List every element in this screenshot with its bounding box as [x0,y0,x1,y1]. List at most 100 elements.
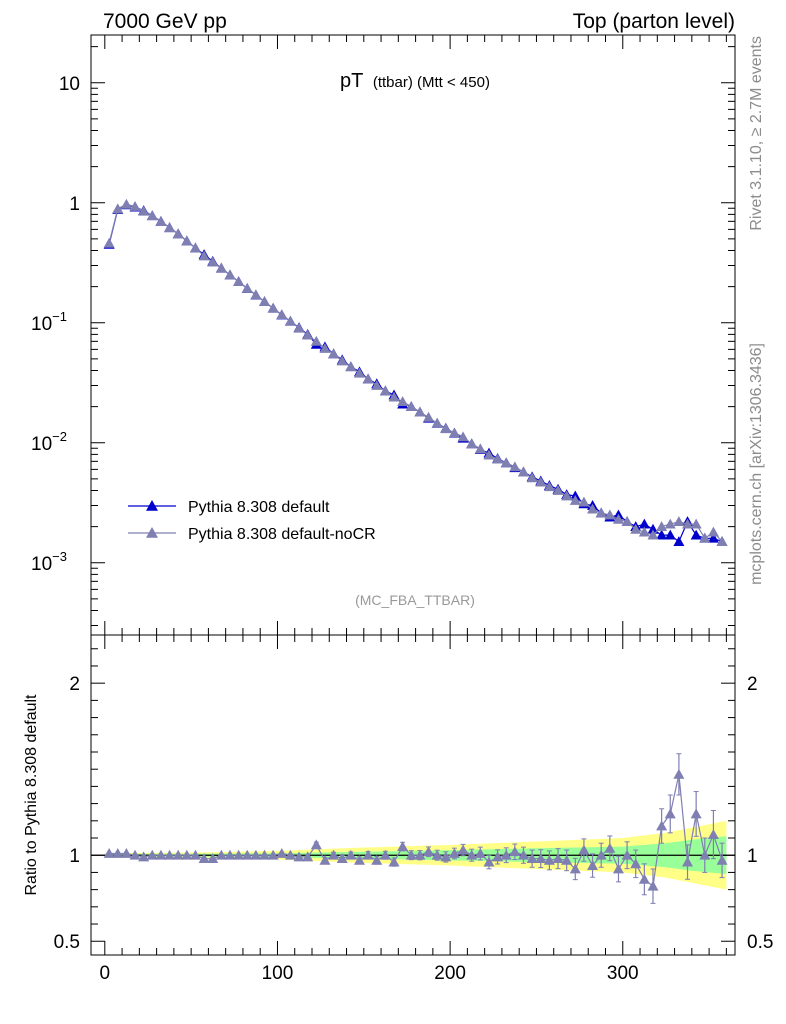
series-1-point [224,269,236,280]
ratio-point [224,849,236,860]
series-1-point [405,401,417,412]
main-plot-frame [90,34,736,636]
series-1-point [526,472,538,483]
ratio-point [474,847,486,858]
series-1-point [483,449,495,460]
main-axis-ticks: 10 1 10−1 10−2 10−3 [31,35,735,635]
ratio-axis-ticks: 0.5 0.5 1 1 2 2 0 100 200 300 [54,635,773,984]
ratio-point [664,808,676,819]
ratio-point [371,854,383,865]
series-1-point [233,276,245,287]
ratio-point [379,849,391,860]
ratio-point [638,873,650,884]
x-tick-label: 0 [100,963,111,984]
ratio-point [241,849,253,860]
series-1-point [517,466,529,477]
ratio-point [630,858,642,869]
legend-marker-0 [146,500,158,511]
ratio-point [129,849,141,860]
ratio-point [405,849,417,860]
ratio-point [146,849,158,860]
ratio-y-tick-label-left: 1 [69,846,80,867]
ratio-point [673,768,685,779]
ratio-point [336,853,348,864]
series-1-point [604,509,616,520]
main-y-tick-label: 10−2 [31,429,67,455]
series-1-point [543,481,555,492]
series-1-point [345,361,357,372]
series-1-point [690,518,702,529]
ratio-point [483,856,495,867]
ratio-point [293,851,305,862]
ratio-point [112,847,124,858]
ratio-point [198,853,210,864]
series-1-point [595,507,607,518]
series-0-point [638,518,650,529]
ratio-point [414,849,426,860]
series-1-point [552,485,564,495]
series-0-point [690,529,702,540]
series-1-point [699,532,711,543]
ratio-plot-frame [90,634,736,956]
ratio-point [215,849,227,860]
series-1-point [198,250,210,261]
main-y-tick-label: 10 [59,74,80,95]
ratio-point [656,820,668,831]
ratio-point [552,853,564,864]
series-1-point [164,222,176,233]
series-1-point [457,431,469,442]
side-label-top: Rivet 3.1.10, ≥ 2.7M events [748,36,765,231]
ratio-point [345,849,357,860]
series-1-point [664,518,676,529]
ratio-point [267,849,279,860]
series-1-point [146,210,158,221]
series-1-point [423,411,435,422]
ratio-point [517,849,529,860]
series-1-point [241,282,253,293]
ratio-point [543,854,555,865]
ratio-point [388,856,400,867]
series-1-point [500,457,512,468]
series-1-point [638,526,650,537]
series-1-point [112,203,124,214]
series-1-point [707,526,719,537]
series-1-point [448,427,460,438]
series-1-point [492,453,504,464]
main-series-group [103,198,728,547]
series-1-point [129,201,141,211]
ratio-point [561,854,573,865]
ratio-point [578,844,590,855]
series-1-point [103,237,115,248]
series-1-point [509,461,521,472]
ratio-point [138,851,150,862]
ratio-point [310,839,322,850]
main-y-tick-label: 1 [69,194,80,215]
ratio-point [569,863,581,874]
series-1-point [250,289,262,300]
series-0-point [664,529,676,540]
series-1-point [336,355,348,366]
legend-marker-1 [146,527,158,538]
series-1-point [328,348,340,359]
series-1-point [362,373,374,384]
series-1-point [207,256,219,267]
ratio-point [595,849,607,860]
series-1-point [189,242,201,253]
ratio-point [155,849,167,860]
ratio-point [302,851,314,862]
ratio-ylabel: Ratio to Pythia 8.308 default [23,694,40,896]
series-1-point [388,391,400,402]
series-1-point [293,322,305,333]
series-1-point [155,215,167,226]
series-1-point [535,476,547,487]
series-1-point [284,315,296,326]
ratio-point [587,860,599,870]
ratio-y-tick-label-left: 0.5 [54,932,80,953]
ratio-point [682,856,694,867]
ratio-point [397,841,409,852]
ratio-point [259,849,271,860]
series-1-point [353,367,365,378]
ratio-point [604,842,616,853]
series-1-point [431,417,443,428]
